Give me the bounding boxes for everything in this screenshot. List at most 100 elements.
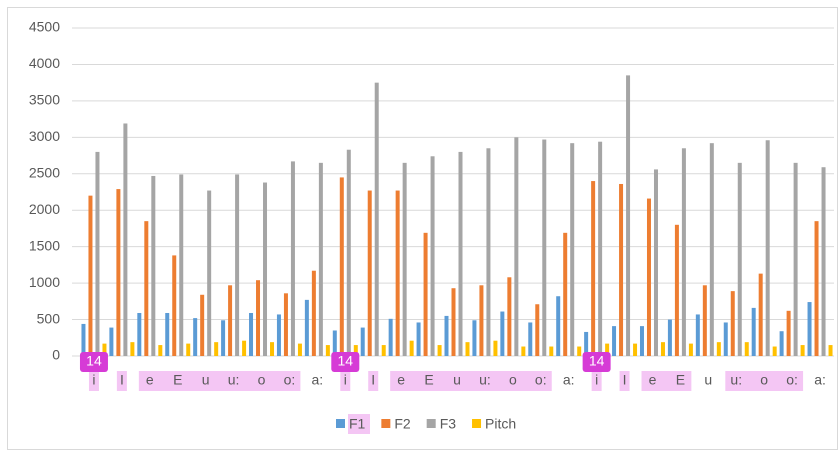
bar [102, 343, 107, 356]
x-tick-label: o: [284, 372, 296, 388]
bar [158, 345, 163, 356]
legend-label: Pitch [485, 416, 516, 432]
bar [556, 296, 561, 356]
y-tick-label: 1000 [29, 274, 60, 290]
bar [500, 311, 505, 356]
x-tick-label: u [704, 372, 712, 388]
bar [116, 189, 121, 356]
bar [486, 148, 491, 356]
bar [598, 141, 603, 356]
bar [674, 224, 679, 356]
x-tick-label: i [344, 372, 347, 388]
bar [688, 343, 693, 356]
bar [591, 181, 596, 356]
bar [786, 310, 791, 356]
bar [346, 149, 351, 356]
bar [374, 82, 379, 357]
bar [214, 342, 219, 356]
x-tick-label: o [509, 372, 517, 388]
y-tick-label: 3500 [29, 92, 60, 108]
bar [667, 319, 672, 356]
bar [109, 327, 114, 356]
bar [800, 345, 805, 356]
x-tick-label: u: [479, 372, 491, 388]
annotation-label: 14 [86, 353, 102, 369]
y-tick-label: 500 [37, 310, 61, 326]
bar [193, 318, 198, 356]
bar [95, 151, 100, 356]
bar [332, 330, 337, 356]
bar [388, 318, 393, 356]
bar [737, 162, 742, 356]
x-tick-label: o [760, 372, 768, 388]
bar [493, 340, 498, 356]
bar [612, 326, 617, 356]
label-highlight [88, 371, 99, 391]
bar [793, 162, 798, 356]
bar [681, 148, 686, 356]
bar [172, 255, 177, 356]
annotation-label: 14 [589, 353, 605, 369]
label-highlight [641, 371, 692, 391]
y-tick-label: 2000 [29, 201, 60, 217]
x-tick-label: o [258, 372, 266, 388]
bar [542, 139, 547, 356]
y-tick-label: 2500 [29, 164, 60, 180]
label-highlight [138, 371, 301, 391]
annotation-label: 14 [338, 353, 354, 369]
bar [549, 346, 554, 356]
bar [765, 140, 770, 356]
label-highlight [340, 371, 351, 391]
x-tick-label: E [424, 372, 433, 388]
bar [381, 345, 386, 356]
label-highlight [591, 371, 602, 391]
annotation-badge [331, 352, 360, 372]
bar [409, 340, 414, 356]
legend-swatch [426, 419, 436, 428]
bar [228, 285, 233, 356]
bar [723, 322, 728, 356]
bar [304, 299, 309, 356]
bar [472, 320, 477, 356]
bar [402, 162, 407, 356]
bar [360, 327, 365, 356]
bar [339, 177, 344, 356]
bar [297, 343, 302, 356]
bar [130, 342, 135, 356]
bar [423, 232, 428, 356]
bar [535, 304, 540, 356]
y-tick-label: 0 [52, 347, 60, 363]
annotation-badge [582, 352, 611, 372]
bar [709, 143, 714, 356]
bar [479, 285, 484, 356]
bar [584, 331, 589, 356]
bar [200, 294, 205, 356]
bar [772, 346, 777, 356]
bar [458, 151, 463, 356]
bar [626, 75, 631, 356]
bar [521, 346, 526, 356]
bar [807, 302, 812, 356]
bar [528, 322, 533, 356]
bar [744, 342, 749, 356]
bar [242, 340, 247, 356]
bar [123, 123, 128, 357]
bar [249, 312, 254, 356]
x-tick-label: E [676, 372, 685, 388]
bar [639, 326, 644, 356]
bar [758, 273, 763, 356]
legend-label: F2 [394, 416, 411, 432]
bar [716, 342, 721, 356]
bar [646, 198, 651, 356]
bar [186, 343, 191, 356]
bar [465, 342, 470, 356]
label-highlight [368, 371, 379, 391]
bar [514, 137, 519, 356]
bar [221, 320, 226, 356]
bar [430, 156, 435, 356]
bar [416, 322, 421, 356]
legend-label: F3 [440, 416, 457, 432]
bar [325, 345, 330, 356]
legend-highlight [348, 414, 370, 434]
